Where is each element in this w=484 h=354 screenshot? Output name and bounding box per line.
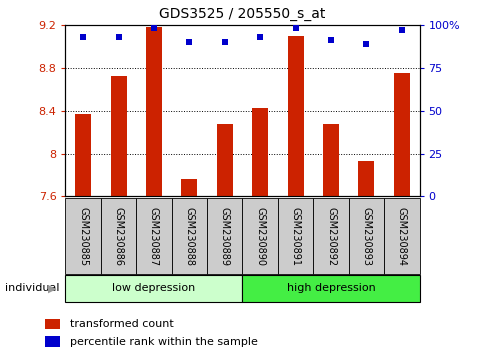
- Bar: [171, 198, 207, 274]
- Point: [150, 25, 157, 31]
- Point: [397, 27, 405, 33]
- Bar: [277, 198, 313, 274]
- Point: [220, 39, 228, 45]
- Bar: [207, 198, 242, 274]
- Text: GSM230893: GSM230893: [361, 207, 371, 266]
- Point: [362, 41, 369, 46]
- Bar: [181, 179, 197, 196]
- Text: GSM230887: GSM230887: [149, 207, 159, 266]
- Bar: [65, 198, 101, 274]
- Bar: [65, 275, 242, 302]
- Bar: [45, 319, 60, 329]
- Text: GSM230892: GSM230892: [325, 207, 335, 266]
- Bar: [45, 336, 60, 347]
- Text: transformed count: transformed count: [70, 319, 173, 329]
- Bar: [146, 27, 162, 196]
- Text: high depression: high depression: [286, 283, 375, 293]
- Title: GDS3525 / 205550_s_at: GDS3525 / 205550_s_at: [159, 7, 325, 21]
- Bar: [348, 198, 383, 274]
- Bar: [358, 161, 374, 196]
- Point: [326, 38, 334, 43]
- Bar: [383, 198, 419, 274]
- Bar: [252, 108, 268, 196]
- Text: percentile rank within the sample: percentile rank within the sample: [70, 337, 257, 347]
- Bar: [287, 35, 303, 196]
- Bar: [75, 114, 91, 196]
- Text: GSM230885: GSM230885: [78, 207, 88, 266]
- Bar: [242, 198, 277, 274]
- Point: [79, 34, 87, 40]
- Bar: [322, 124, 338, 196]
- Text: ▶: ▶: [47, 283, 56, 293]
- Point: [291, 25, 299, 31]
- Bar: [101, 198, 136, 274]
- Text: GSM230891: GSM230891: [290, 207, 300, 266]
- Point: [256, 34, 263, 40]
- Bar: [242, 275, 419, 302]
- Text: GSM230888: GSM230888: [184, 207, 194, 266]
- Text: individual: individual: [5, 283, 59, 293]
- Text: GSM230886: GSM230886: [113, 207, 123, 266]
- Point: [114, 34, 122, 40]
- Bar: [313, 198, 348, 274]
- Bar: [136, 198, 171, 274]
- Point: [185, 39, 193, 45]
- Bar: [216, 124, 232, 196]
- Text: GSM230889: GSM230889: [219, 207, 229, 266]
- Bar: [110, 76, 126, 196]
- Text: low depression: low depression: [112, 283, 195, 293]
- Bar: [393, 73, 409, 196]
- Text: GSM230894: GSM230894: [396, 207, 406, 266]
- Text: GSM230890: GSM230890: [255, 207, 265, 266]
